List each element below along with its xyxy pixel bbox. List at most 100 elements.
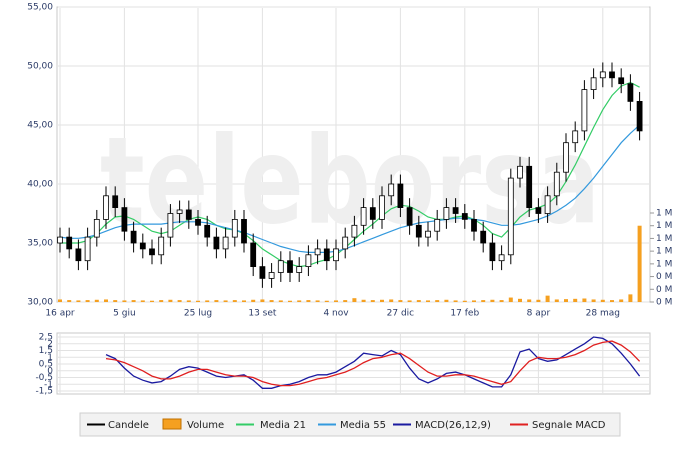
candle-body [489, 242, 496, 262]
candle-body [425, 230, 431, 238]
y-tick-label: 2,5 [39, 333, 53, 343]
candle-body [498, 254, 505, 262]
candle-body [590, 77, 597, 91]
volume-bar [278, 300, 283, 302]
candle-body [636, 101, 643, 132]
y-tick-label: 0 [47, 366, 53, 376]
x-tick-label: 17 feb [450, 309, 479, 319]
volume-bar [67, 300, 72, 302]
volume-bar [444, 299, 449, 302]
candle-body [517, 165, 523, 179]
volume-bar [214, 300, 219, 302]
candle-body [84, 236, 91, 262]
candle-body [388, 183, 395, 197]
y-tick-label: 55,00 [27, 3, 53, 13]
candle-body [526, 165, 533, 209]
candle-body [406, 207, 413, 226]
volume-bar [334, 300, 338, 302]
candle-body [563, 142, 569, 173]
volume-bar [490, 299, 495, 302]
candle-body [268, 272, 275, 279]
volume-bar [205, 300, 210, 302]
legend-label: Segnale MACD [532, 420, 606, 431]
volume-bar [343, 300, 348, 302]
candle-body [553, 171, 560, 197]
candle-body [323, 248, 330, 262]
candle-body [213, 236, 220, 250]
candle-body [158, 236, 165, 256]
y-tick-label: 45,00 [27, 121, 53, 131]
candle-body [434, 218, 441, 232]
volume-bar [370, 300, 375, 302]
volume-bar [113, 300, 118, 302]
candle-body [397, 183, 404, 209]
volume-bar [76, 300, 81, 302]
y-tick-label: 1,5 [39, 346, 53, 356]
candle-body [176, 209, 183, 214]
volume-bar [564, 299, 568, 302]
candle-body [544, 195, 551, 214]
volume-bar [94, 299, 99, 302]
candle-body [222, 236, 229, 250]
volume-bar [545, 295, 550, 302]
x-tick-label: 16 apr [45, 309, 75, 319]
x-tick-label: 28 mag [586, 309, 620, 319]
volume-bar [426, 300, 430, 302]
volume-bar [324, 300, 329, 302]
candle-body [443, 207, 450, 220]
candle-body [231, 218, 238, 238]
legend-label: Candele [108, 420, 149, 431]
volume-bar [398, 300, 403, 302]
x-tick-label: 5 giu [113, 309, 136, 319]
candle-body [314, 248, 321, 256]
series-line [105, 340, 641, 387]
candle-body [305, 254, 312, 268]
volume-bar [508, 297, 513, 302]
candle-body [342, 236, 349, 250]
volume-bar [58, 299, 62, 302]
volume-bar [462, 300, 467, 302]
volume-bar [619, 299, 624, 302]
volume-bar [269, 300, 274, 302]
y-tick-label: 50,00 [27, 62, 53, 72]
candle-body [112, 195, 119, 209]
volume-bar [472, 300, 476, 302]
volume-bar [85, 300, 90, 302]
volume-bar [499, 300, 504, 302]
volume-bar [150, 300, 154, 302]
candle-body [250, 242, 257, 268]
candle-body [241, 218, 247, 244]
candle-body [204, 224, 211, 238]
volume-bar [582, 298, 587, 302]
y-tick-label: 1 M [656, 259, 672, 269]
volume-bar [260, 299, 265, 302]
volume-bar [361, 299, 366, 302]
volume-bar [122, 300, 127, 302]
y-tick-label: 0,5 [39, 360, 53, 370]
y-tick-label: 1 M [656, 247, 672, 257]
volume-bar [389, 299, 394, 302]
volume-bar [591, 299, 596, 302]
y-tick-label: 30,00 [27, 298, 53, 308]
series-line [105, 336, 641, 389]
y-tick-label: 2 [47, 339, 53, 349]
candle-body [572, 130, 579, 144]
series-line [59, 124, 641, 253]
watermark: teleborsa [100, 113, 600, 252]
volume-bar [600, 299, 605, 302]
legend: Candele Volume Media 21 Media 55 MACD(26,12,… [87, 418, 606, 431]
candle-body [535, 207, 542, 214]
y-tick-label: -1,5 [35, 387, 53, 397]
candle-body [379, 195, 385, 220]
candle-body [277, 260, 284, 273]
candle-body [296, 266, 303, 273]
candle-body [167, 213, 174, 238]
candle-body [581, 89, 588, 132]
candle-body [195, 218, 201, 226]
volume-bar [527, 299, 532, 302]
volume-bar [536, 299, 541, 302]
volume-bar [518, 298, 522, 302]
volume-bar [131, 300, 136, 302]
candle-body [360, 207, 367, 226]
